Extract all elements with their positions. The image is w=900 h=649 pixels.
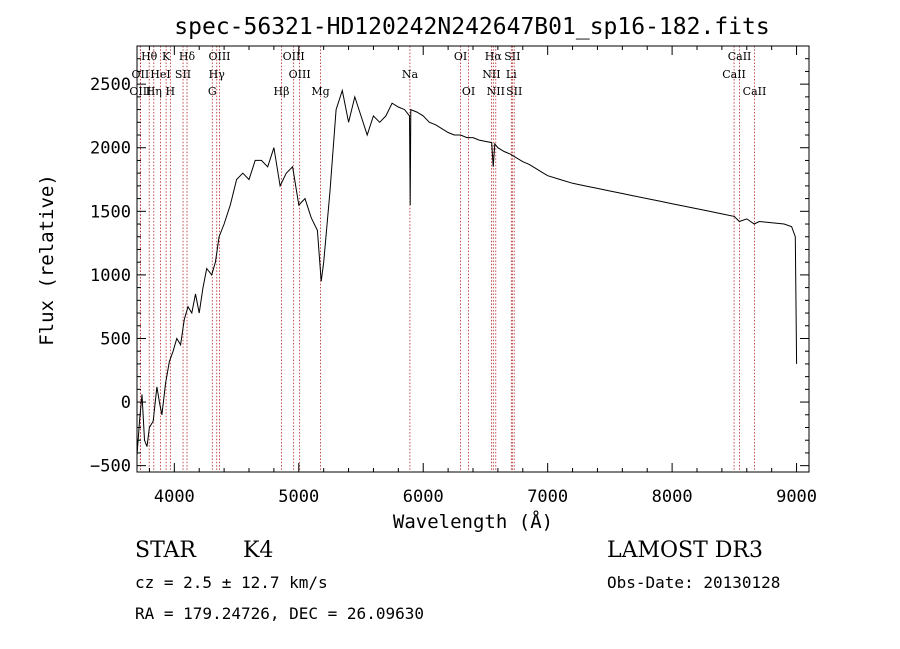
line-marker-label: K xyxy=(162,50,171,63)
x-tick-label: 5000 xyxy=(278,487,319,507)
line-marker-label: CaII xyxy=(743,85,767,98)
plot-frame xyxy=(136,45,810,473)
chart-title: spec-56321-HD120242N242647B01_sp16-182.f… xyxy=(174,14,769,40)
y-axis: −500 0 500 1000 1500 2000 2500 xyxy=(90,58,809,477)
observation-date: Obs-Date: 20130128 xyxy=(607,573,781,592)
object-class: STAR xyxy=(135,538,196,563)
redshift-value: cz = 2.5 ± 12.7 km/s xyxy=(135,573,328,592)
x-tick-label: 9000 xyxy=(776,487,817,507)
line-marker-label: OI xyxy=(454,50,467,63)
line-marker-label: G xyxy=(208,85,217,98)
x-tick-label: 7000 xyxy=(527,487,568,507)
line-markers xyxy=(139,46,755,472)
line-marker-label: Hδ xyxy=(179,50,196,63)
line-marker-label: OI xyxy=(462,85,475,98)
line-marker-label: Hβ xyxy=(274,85,290,98)
spectrum-line xyxy=(136,88,798,456)
line-marker-label: SII xyxy=(175,68,191,81)
survey-name: LAMOST DR3 xyxy=(607,538,763,563)
line-marker-label: Na xyxy=(402,68,419,81)
x-tick-label: 6000 xyxy=(403,487,444,507)
x-axis-label: Wavelength (Å) xyxy=(393,510,553,533)
line-marker-label: OIII xyxy=(208,50,230,63)
line-marker-label: NII xyxy=(482,68,500,81)
line-marker-label: Hη xyxy=(146,85,162,98)
line-marker-label: OII xyxy=(132,68,150,81)
y-tick-label: 0 xyxy=(121,393,131,413)
line-marker-label: OIII xyxy=(129,85,151,98)
line-marker-label: CaII xyxy=(728,50,752,63)
line-marker-label: OIII xyxy=(289,68,311,81)
line-marker-label: Mg xyxy=(311,85,329,98)
y-tick-label: 2500 xyxy=(90,75,131,95)
x-tick-label: 4000 xyxy=(154,487,195,507)
line-marker-label: Hγ xyxy=(209,68,226,81)
y-tick-label: −500 xyxy=(90,457,131,477)
line-marker-label: OIII xyxy=(283,50,305,63)
line-marker-label: Hα xyxy=(485,50,503,63)
y-tick-label: 1000 xyxy=(90,266,131,286)
y-tick-label: 2000 xyxy=(90,139,131,159)
line-marker-label: CaII xyxy=(722,68,746,81)
y-tick-label: 1500 xyxy=(90,202,131,222)
line-marker-label: Li xyxy=(506,68,517,81)
coordinates: RA = 179.24726, DEC = 26.09630 xyxy=(135,604,424,623)
x-tick-label: 8000 xyxy=(652,487,693,507)
spectrum-layer xyxy=(136,88,798,456)
line-marker-label: Hθ xyxy=(141,50,158,63)
y-axis-label: Flux (relative) xyxy=(36,174,58,346)
line-marker-label: SII xyxy=(504,50,520,63)
line-marker-label: NII xyxy=(487,85,505,98)
line-marker-label: H xyxy=(166,85,176,98)
line-marker-label: HeI xyxy=(150,68,170,81)
y-tick-label: 500 xyxy=(100,329,131,349)
x-axis: 4000 5000 6000 7000 8000 9000 xyxy=(148,46,817,507)
object-subclass: K4 xyxy=(243,538,274,563)
line-marker-label: SII xyxy=(506,85,522,98)
